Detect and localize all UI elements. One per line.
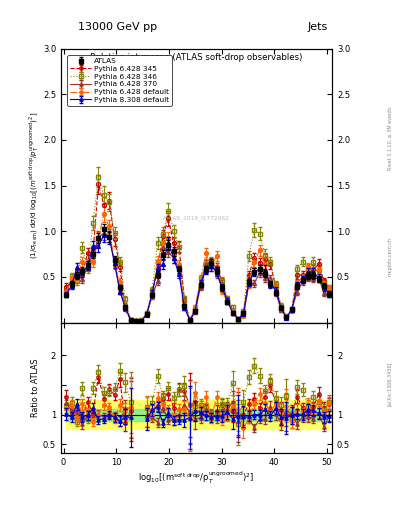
Legend: ATLAS, Pythia 6.428 345, Pythia 6.428 346, Pythia 6.428 370, Pythia 6.428 defaul: ATLAS, Pythia 6.428 345, Pythia 6.428 34… (67, 55, 172, 106)
Text: Jets: Jets (308, 22, 328, 32)
Text: ATLAS_2019_I1772062: ATLAS_2019_I1772062 (163, 216, 230, 221)
Text: mcplots.cern.ch: mcplots.cern.ch (387, 237, 392, 275)
Y-axis label: $(1/\sigma_{\rm resm})$ d$\sigma$/d log$_{10}$[$(m^{\rm soft\ drop}/p_T^{\rm ung: $(1/\sigma_{\rm resm})$ d$\sigma$/d log$… (28, 112, 41, 259)
X-axis label: log$_{10}$[(m$^{\rm soft\ drop}$/p$_T^{\rm ungroomed})^2$]: log$_{10}$[(m$^{\rm soft\ drop}$/p$_T^{\… (138, 470, 255, 486)
Text: Rivet 3.1.10, ≥ 3M events: Rivet 3.1.10, ≥ 3M events (387, 106, 392, 170)
Y-axis label: Ratio to ATLAS: Ratio to ATLAS (31, 358, 40, 417)
Text: Relative jet massρ (ATLAS soft-drop observables): Relative jet massρ (ATLAS soft-drop obse… (90, 53, 303, 62)
Text: 13000 GeV pp: 13000 GeV pp (78, 22, 158, 32)
Text: [arXiv:1306.3436]: [arXiv:1306.3436] (387, 362, 392, 406)
